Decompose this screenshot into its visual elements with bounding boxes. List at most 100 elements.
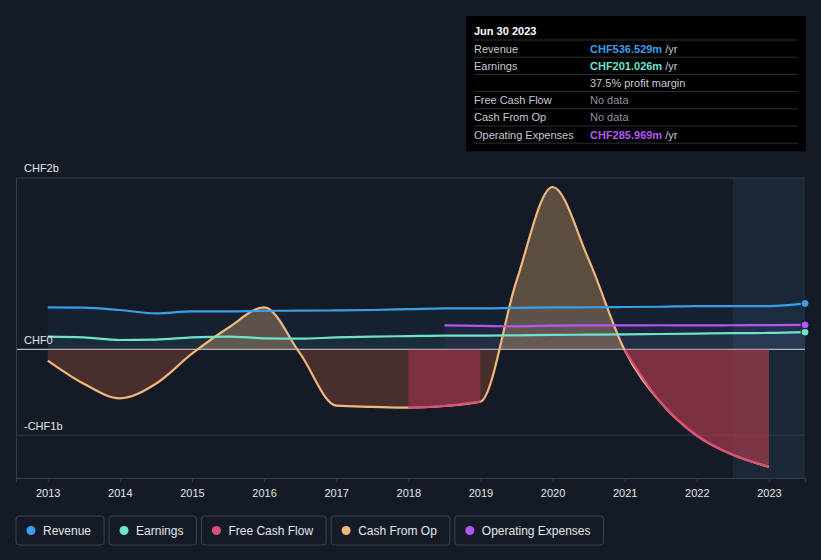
x-tick-mark	[120, 478, 121, 482]
end-dot	[801, 299, 809, 307]
x-tick-label: 2021	[613, 487, 637, 499]
x-tick-mark	[480, 478, 481, 482]
y-tick: -CHF1b	[16, 420, 63, 436]
y-tick: CHF2b	[16, 162, 59, 178]
tooltip-label: Free Cash Flow	[474, 94, 552, 106]
y-tick-label: -CHF1b	[24, 420, 63, 432]
tooltip-date: Jun 30 2023	[474, 25, 536, 37]
x-tick-label: 2020	[541, 487, 565, 499]
y-tick: CHF0	[16, 334, 53, 350]
grid-line	[16, 435, 805, 436]
tooltip-value-text: CHF285.969m	[590, 129, 662, 141]
x-tick: 2015	[180, 478, 204, 499]
tooltip-value: CHF536.529m/yr	[590, 43, 678, 55]
x-tick-label: 2022	[685, 487, 709, 499]
legend-box[interactable]	[16, 516, 104, 545]
x-tick-label: 2017	[324, 487, 348, 499]
area-negative	[408, 349, 769, 466]
y-tick-label: CHF0	[24, 334, 53, 346]
x-tick: 2016	[252, 478, 276, 499]
legend-label: Revenue	[43, 524, 91, 538]
x-tick-mark	[769, 478, 770, 482]
series-fill	[48, 303, 805, 349]
legend-label: Cash From Op	[358, 524, 437, 538]
series-line	[48, 332, 805, 340]
legend-label: Free Cash Flow	[228, 524, 313, 538]
legend-box[interactable]	[109, 516, 196, 545]
x-tick-label: 2013	[36, 487, 60, 499]
y-axis: -CHF1b CHF0 CHF2b	[16, 162, 63, 478]
series-fill	[444, 325, 805, 350]
x-tick-label: 2016	[252, 487, 276, 499]
series-line	[48, 303, 805, 313]
legend-box[interactable]	[201, 516, 326, 545]
tooltip-separator	[474, 57, 798, 58]
tooltip-value: 37.5% profit margin	[590, 77, 685, 89]
tooltip-separator	[474, 40, 798, 41]
tooltip-separator	[474, 74, 798, 75]
tooltip-unit: /yr	[665, 129, 678, 141]
legend-box[interactable]	[331, 516, 450, 545]
tooltip-unit: /yr	[665, 43, 678, 55]
legend-item[interactable]: Revenue	[16, 516, 104, 545]
legend-item[interactable]: Earnings	[109, 516, 196, 545]
x-tick-mark	[264, 478, 265, 482]
legend-item[interactable]: Free Cash Flow	[201, 516, 326, 545]
tooltip: Jun 30 2023 Revenue CHF536.529m/yr Earnings…	[466, 16, 806, 151]
x-tick-mark	[625, 478, 626, 482]
tooltip-separator	[474, 126, 798, 127]
x-axis: 2013 2014 2015 2016 2017 2018 2019 2020 2021 2022…	[17, 478, 806, 499]
x-axis-line	[17, 479, 806, 483]
y-tick-label: CHF2b	[24, 162, 59, 174]
legend-swatch	[120, 526, 129, 535]
x-tick-mark	[48, 478, 49, 482]
x-tick-label: 2023	[757, 487, 781, 499]
tooltip-value: No data	[590, 111, 629, 123]
x-tick: 2013	[36, 478, 60, 499]
x-tick-label: 2014	[108, 487, 132, 499]
x-tick-mark	[192, 478, 193, 482]
series-line	[48, 187, 769, 467]
legend-swatch	[212, 526, 221, 535]
x-tick: 2020	[541, 478, 565, 499]
x-tick-mark	[697, 478, 698, 482]
tooltip-label: Cash From Op	[474, 111, 546, 123]
series-line	[408, 350, 769, 467]
tooltip-unit: /yr	[665, 60, 678, 72]
legend-swatch	[465, 526, 474, 535]
grid-line	[16, 178, 805, 179]
tooltip-label: Operating Expenses	[474, 129, 574, 141]
area-negative	[48, 349, 769, 466]
tooltip-value-text: 37.5% profit margin	[590, 77, 685, 89]
legend-label: Earnings	[136, 524, 183, 538]
tooltip-separator	[474, 91, 798, 92]
legend-item[interactable]: Operating Expenses	[455, 516, 604, 545]
x-tick: 2021	[613, 478, 637, 499]
x-tick: 2023	[757, 478, 781, 499]
tooltip-value: CHF285.969m/yr	[590, 129, 678, 141]
plot-area	[48, 187, 805, 467]
x-tick: 2018	[397, 478, 421, 499]
legend-item[interactable]: Cash From Op	[331, 516, 450, 545]
chart: 2013 2014 2015 2016 2017 2018 2019 2020 2021 2022…	[0, 0, 821, 560]
tooltip-value-text: No data	[590, 111, 629, 123]
legend-swatch	[342, 526, 351, 535]
tooltip-separator	[474, 143, 798, 144]
x-tick-mark	[553, 478, 554, 482]
negative-region	[48, 349, 769, 466]
tooltip-separator	[474, 108, 798, 109]
x-tick: 2022	[685, 478, 709, 499]
legend-swatch	[27, 526, 36, 535]
tooltip-label: Earnings	[474, 60, 518, 72]
tooltip-value-text: CHF536.529m	[590, 43, 662, 55]
legend-box[interactable]	[455, 516, 604, 545]
legend: Revenue Earnings Free Cash Flow Cash From O…	[16, 516, 604, 545]
y-axis-line	[16, 179, 17, 479]
end-dot	[801, 321, 809, 329]
tooltip-label: Revenue	[474, 43, 518, 55]
x-tick: 2019	[469, 478, 493, 499]
x-tick: 2017	[324, 478, 348, 499]
x-tick-label: 2015	[180, 487, 204, 499]
tooltip-value: No data	[590, 94, 629, 106]
x-tick-mark	[336, 478, 337, 482]
